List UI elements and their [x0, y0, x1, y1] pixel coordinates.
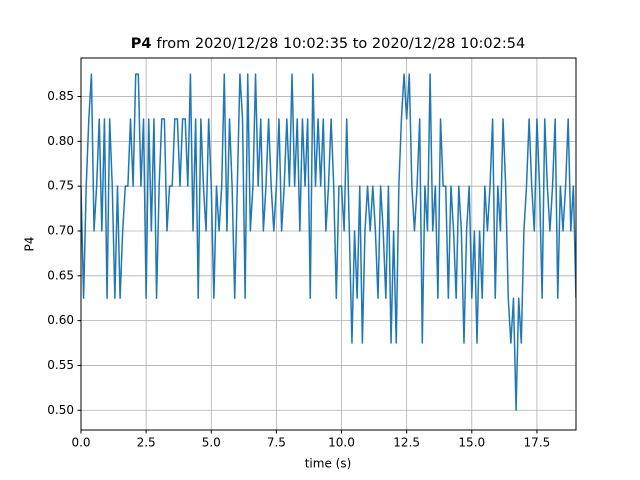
x-tick-label: 5.0 — [202, 436, 221, 450]
x-tick-label: 10.0 — [328, 436, 355, 450]
x-tick-label: 15.0 — [458, 436, 485, 450]
y-tick-label: 0.75 — [47, 179, 74, 193]
y-tick-label: 0.85 — [47, 89, 74, 103]
x-axis-label: time (s) — [305, 457, 352, 471]
y-tick-label: 0.65 — [47, 268, 74, 282]
axes-frame — [80, 57, 577, 431]
title-bold: P4 — [131, 36, 152, 52]
y-tick-label: 0.70 — [47, 224, 74, 238]
x-tick-label: 17.5 — [524, 436, 551, 450]
chart-title: P4 from 2020/12/28 10:02:35 to 2020/12/28… — [131, 36, 525, 52]
y-tick-label: 0.60 — [47, 313, 74, 327]
x-tick-label: 12.5 — [393, 436, 420, 450]
data-line — [81, 73, 576, 412]
x-tick-label: 7.5 — [267, 436, 286, 450]
y-tick-label: 0.80 — [47, 134, 74, 148]
y-axis-label: P4 — [23, 237, 37, 252]
x-tick-label: 2.5 — [137, 436, 156, 450]
y-tick-label: 0.55 — [47, 358, 74, 372]
title-text: from 2020/12/28 10:02:35 to 2020/12/28 1… — [156, 36, 525, 52]
x-tick-label: 0.0 — [71, 436, 90, 450]
y-tick-label: 0.50 — [47, 403, 74, 417]
plot-area — [81, 73, 576, 412]
